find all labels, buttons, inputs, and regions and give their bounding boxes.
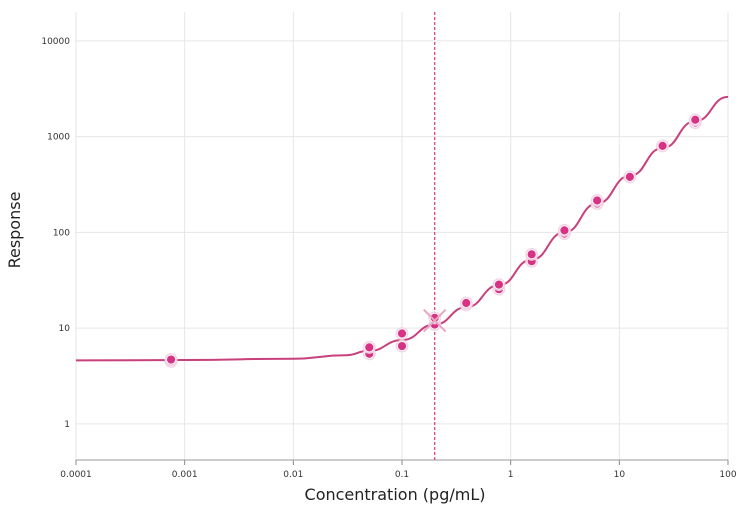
data-point bbox=[397, 341, 407, 351]
y-tick-label: 100 bbox=[53, 228, 70, 238]
data-point bbox=[559, 225, 570, 236]
y-tick-label: 10000 bbox=[41, 37, 70, 47]
data-point bbox=[624, 171, 635, 182]
x-tick-label: 0.1 bbox=[395, 470, 409, 480]
marker-group bbox=[423, 308, 447, 333]
y-tick-label: 10 bbox=[59, 324, 71, 334]
data-point bbox=[494, 279, 504, 290]
x-tick-label: 100 bbox=[719, 470, 736, 480]
x-axis-title: Concentration (pg/mL) bbox=[305, 485, 486, 504]
axes bbox=[75, 459, 729, 465]
y-axis-title: Response bbox=[5, 192, 24, 269]
data-point bbox=[592, 195, 603, 206]
data-point bbox=[690, 114, 701, 125]
data-point bbox=[461, 298, 472, 308]
y-tick-label: 1000 bbox=[47, 133, 70, 143]
data-point bbox=[526, 249, 537, 260]
x-tick-label: 0.0001 bbox=[60, 470, 92, 480]
tick-labels: 0.0001 0.001 0.01 0.1 1 10 100 1 10 100 1000 10000 bbox=[41, 37, 736, 480]
x-tick-label: 1 bbox=[508, 470, 514, 480]
x-tick-label: 10 bbox=[614, 470, 626, 480]
grid bbox=[75, 12, 729, 460]
data-point bbox=[166, 354, 176, 365]
marker-x-stroke bbox=[423, 308, 447, 333]
data-point bbox=[397, 328, 407, 339]
x-tick-label: 0.001 bbox=[172, 470, 198, 480]
y-tick-label: 1 bbox=[64, 420, 70, 430]
data-point bbox=[429, 312, 440, 323]
data-point bbox=[657, 140, 668, 151]
x-tick-label: 0.01 bbox=[283, 470, 303, 480]
data-point bbox=[364, 342, 375, 353]
data-points bbox=[164, 113, 702, 368]
